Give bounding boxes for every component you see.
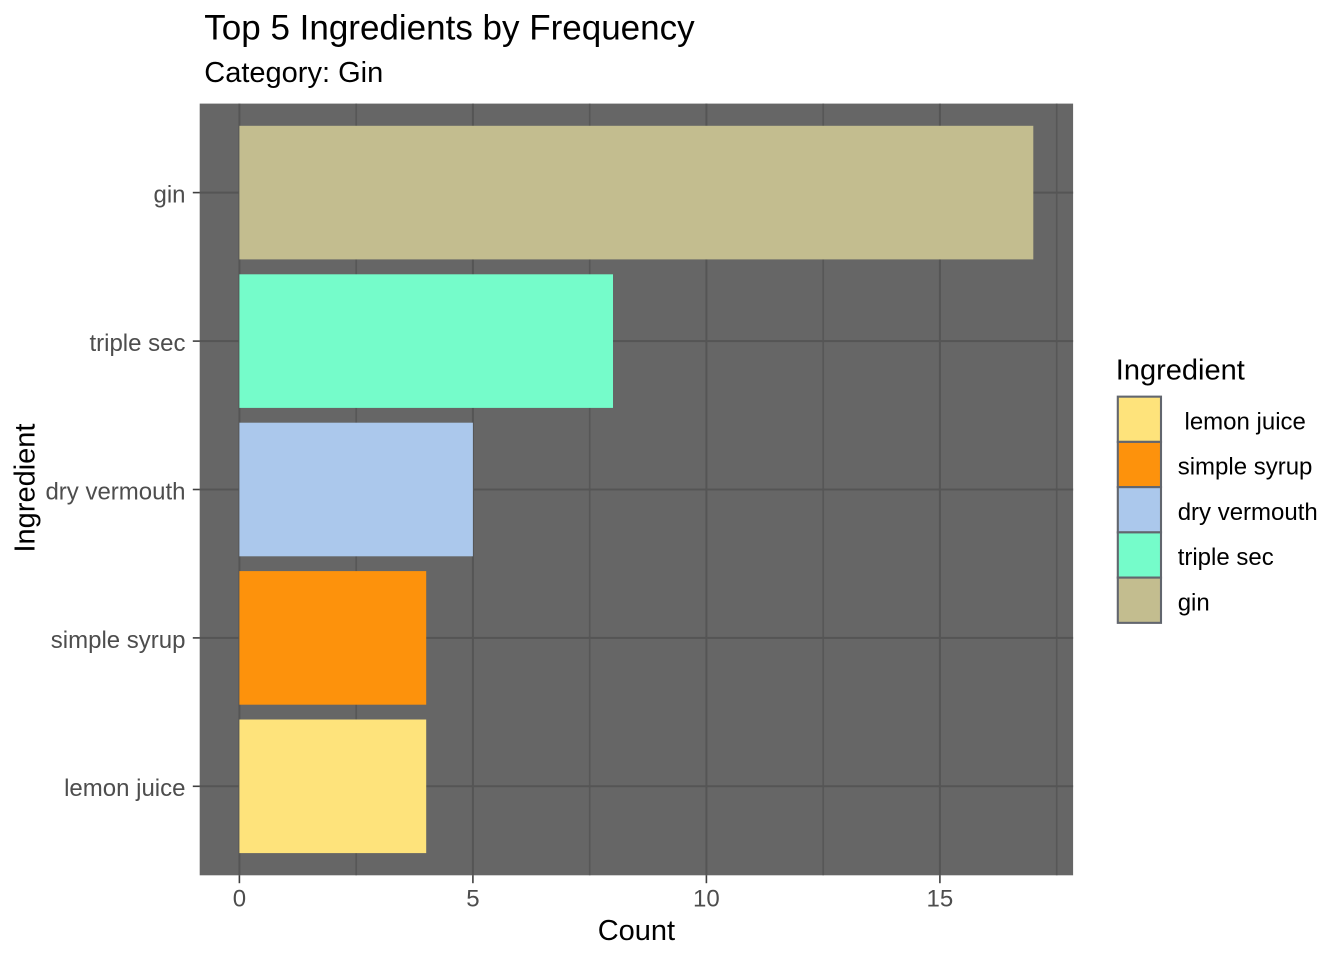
svg-text:15: 15 xyxy=(927,886,954,913)
svg-text:gin: gin xyxy=(153,182,185,209)
svg-text:10: 10 xyxy=(693,886,720,913)
svg-text:5: 5 xyxy=(466,886,479,913)
svg-text:dry vermouth: dry vermouth xyxy=(45,478,185,505)
svg-text:Top 5 Ingredients by Frequency: Top 5 Ingredients by Frequency xyxy=(204,8,695,47)
svg-text:triple sec: triple sec xyxy=(1178,544,1274,571)
svg-text:triple sec: triple sec xyxy=(89,330,185,357)
svg-text:lemon juice: lemon juice xyxy=(64,775,185,802)
svg-text:0: 0 xyxy=(233,886,246,913)
svg-text:Ingredient: Ingredient xyxy=(10,424,42,553)
svg-text:Category: Gin: Category: Gin xyxy=(204,57,383,89)
svg-text:simple syrup: simple syrup xyxy=(1178,454,1313,481)
svg-text:Count: Count xyxy=(598,915,675,947)
svg-text:lemon juice: lemon juice xyxy=(1185,408,1306,435)
svg-text:Ingredient: Ingredient xyxy=(1116,354,1245,386)
svg-text:dry vermouth: dry vermouth xyxy=(1178,499,1318,526)
svg-text:simple syrup: simple syrup xyxy=(51,627,186,654)
svg-text:gin: gin xyxy=(1178,589,1210,616)
